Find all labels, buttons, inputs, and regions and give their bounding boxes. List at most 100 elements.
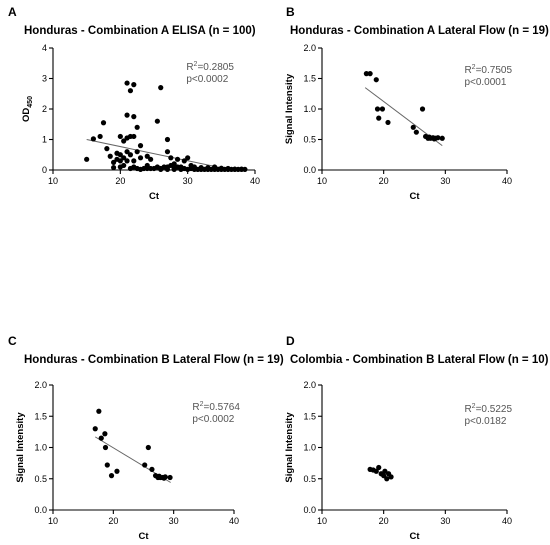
x-tick-label: 30 <box>440 176 450 186</box>
data-point <box>121 138 127 144</box>
data-point <box>131 114 137 120</box>
data-point <box>363 71 369 77</box>
data-point <box>90 136 96 142</box>
data-point <box>131 158 137 164</box>
y-tick-label: 1.0 <box>34 443 47 453</box>
p-value-annotation: p<0.0182 <box>464 416 506 427</box>
chart-title: Colombia - Combination B Lateral Flow (n… <box>290 354 549 366</box>
x-tick-label: 30 <box>440 516 450 526</box>
x-tick-label: 30 <box>169 516 179 526</box>
data-point <box>124 112 130 118</box>
data-point <box>134 124 140 130</box>
data-point <box>121 155 127 161</box>
panel-letter: C <box>8 334 17 348</box>
data-point <box>158 85 164 91</box>
data-point <box>164 166 171 172</box>
data-point <box>178 165 184 172</box>
y-tick-label: 0.5 <box>303 474 316 484</box>
y-tick-label: 2.0 <box>303 43 316 53</box>
data-point <box>114 468 120 474</box>
x-tick-label: 10 <box>317 516 327 526</box>
data-point <box>102 444 109 451</box>
y-tick-label: 0.5 <box>34 474 47 484</box>
data-point <box>104 146 110 152</box>
data-point <box>145 444 151 451</box>
data-point <box>439 135 445 141</box>
y-axis-label: Signal Intensity <box>284 73 295 144</box>
data-point <box>198 164 204 171</box>
data-point <box>107 153 113 159</box>
x-tick-label: 10 <box>317 176 327 186</box>
y-tick-label: 1 <box>42 135 47 145</box>
r-squared-annotation: R2=0.5764 <box>192 401 240 413</box>
data-point <box>131 82 137 88</box>
data-point <box>374 106 381 112</box>
y-tick-label: 2.0 <box>303 380 316 390</box>
data-point <box>191 164 197 170</box>
data-point <box>367 71 373 77</box>
data-point <box>154 118 160 124</box>
x-tick-label: 20 <box>108 516 118 526</box>
data-point <box>382 468 388 474</box>
x-axis-label: Ct <box>409 531 420 542</box>
y-tick-label: 0.0 <box>303 505 316 515</box>
data-point <box>92 426 98 432</box>
data-point <box>127 88 134 94</box>
data-point <box>96 408 102 414</box>
data-point <box>148 156 154 162</box>
panel-letter: A <box>8 5 17 19</box>
data-point <box>376 464 382 471</box>
data-point <box>142 462 148 468</box>
panel-letter: B <box>286 5 295 19</box>
data-point <box>111 159 117 165</box>
data-point <box>171 161 177 167</box>
data-point <box>164 136 171 143</box>
y-tick-label: 1.5 <box>34 411 47 421</box>
data-point <box>373 77 379 83</box>
data-point <box>431 136 437 142</box>
y-tick-label: 2.0 <box>34 380 47 390</box>
y-axis-label: Signal Intensity <box>15 412 26 483</box>
y-tick-label: 1.0 <box>303 104 316 114</box>
data-point <box>388 474 394 480</box>
x-axis-label: Ct <box>149 191 160 202</box>
data-point <box>218 165 224 171</box>
data-point <box>117 152 123 158</box>
p-value-annotation: p<0.0002 <box>192 414 234 425</box>
data-point <box>205 166 211 172</box>
y-axis-label: OD450 <box>21 96 34 122</box>
data-point <box>131 133 137 140</box>
x-tick-label: 10 <box>48 516 58 526</box>
y-axis-label: Signal Intensity <box>284 412 295 483</box>
data-point <box>373 468 379 474</box>
data-point <box>376 115 382 121</box>
x-tick-label: 20 <box>379 516 389 526</box>
data-point <box>127 152 134 158</box>
chart-title: Honduras - Combination A Lateral Flow (n… <box>290 25 549 37</box>
data-point <box>117 133 123 140</box>
data-point <box>181 158 187 164</box>
data-point <box>379 106 386 112</box>
data-point <box>426 134 432 140</box>
data-point <box>384 476 390 482</box>
data-point <box>212 164 218 170</box>
data-point <box>84 156 90 162</box>
chart-panel-d: D Colombia - Combination B Lateral Flow (… <box>284 334 549 542</box>
data-point <box>137 143 144 149</box>
r-squared-annotation: R2=0.5225 <box>464 403 512 415</box>
data-point <box>164 149 171 155</box>
chart-panel-b: B Honduras - Combination A Lateral Flow (… <box>284 5 549 202</box>
y-tick-label: 2 <box>42 104 47 114</box>
x-tick-label: 40 <box>229 516 239 526</box>
data-point <box>385 119 391 126</box>
data-point <box>413 129 419 135</box>
x-tick-label: 10 <box>48 176 58 186</box>
data-point <box>124 149 130 155</box>
y-tick-label: 0 <box>42 165 47 175</box>
data-point <box>124 158 130 164</box>
x-tick-label: 40 <box>502 176 512 186</box>
data-point <box>98 435 104 441</box>
data-point <box>168 155 174 161</box>
r-squared-annotation: R2=0.2805 <box>186 61 234 73</box>
